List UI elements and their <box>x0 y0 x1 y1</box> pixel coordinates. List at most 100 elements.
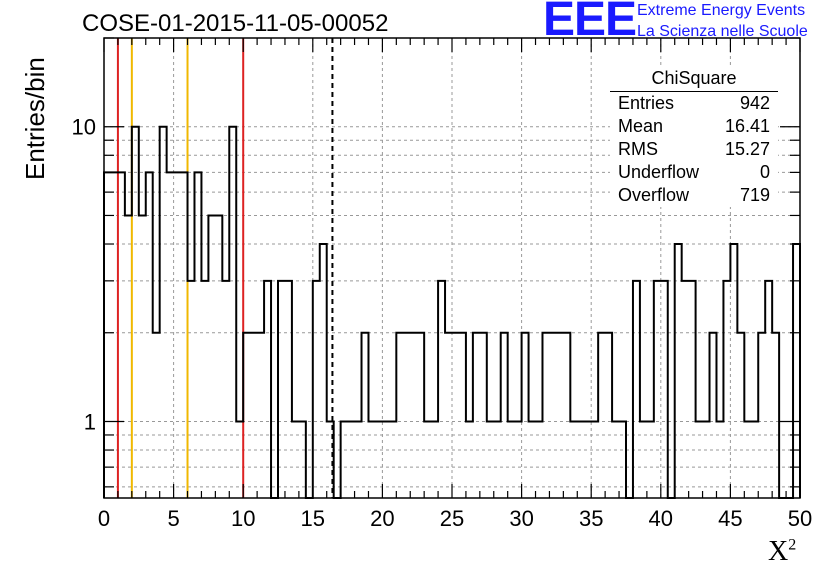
histogram-bin <box>188 281 195 498</box>
histogram-bin <box>348 421 355 498</box>
histogram-bin <box>703 421 710 498</box>
histogram-bin <box>153 333 160 498</box>
histogram-bin <box>501 333 508 498</box>
histogram-bin <box>215 215 222 498</box>
histogram-bin <box>716 421 723 498</box>
histogram-bin <box>278 281 285 498</box>
histogram-bin <box>313 281 320 498</box>
stats-row-mean: Mean 16.41 <box>610 115 778 138</box>
histogram-bin <box>765 281 772 498</box>
histogram-bin <box>737 333 744 498</box>
stats-value: 16.41 <box>724 116 770 136</box>
x-tick-label: 35 <box>579 506 603 531</box>
histogram-bin <box>424 421 431 498</box>
histogram-bin <box>382 421 389 498</box>
histogram-bin <box>208 215 215 498</box>
histogram-bin <box>570 421 577 498</box>
histogram-bin <box>612 421 619 498</box>
histogram-bin <box>647 421 654 498</box>
histogram-bin <box>132 127 139 498</box>
histogram-bin <box>445 333 452 498</box>
histogram-bin <box>793 244 800 498</box>
histogram-bin <box>619 421 626 498</box>
histogram-bin <box>723 281 730 498</box>
histogram-bin <box>661 281 668 498</box>
histogram-bin <box>181 172 188 498</box>
histogram-bin <box>598 333 605 498</box>
histogram-bin <box>375 421 382 498</box>
x-tick-label: 15 <box>301 506 325 531</box>
histogram-bin <box>125 215 132 498</box>
histogram-bin <box>640 421 647 498</box>
logo-subtitle-1: Extreme Energy Events <box>637 2 806 19</box>
stats-label: RMS <box>618 139 658 159</box>
histogram-bin <box>710 333 717 498</box>
histogram-bin <box>299 421 306 498</box>
x-tick-label: 40 <box>649 506 673 531</box>
histogram-bin <box>167 172 174 498</box>
stats-box: ChiSquare Entries 942 Mean 16.41 RMS 15.… <box>610 68 778 207</box>
histogram-bin <box>549 333 556 498</box>
histogram-bin <box>236 421 243 498</box>
histogram-bin <box>389 421 396 498</box>
histogram-bin <box>556 333 563 498</box>
stats-value: 0 <box>759 162 770 182</box>
histogram-bin <box>633 281 640 498</box>
histogram-bin <box>222 281 229 498</box>
x-tick-label: 25 <box>440 506 464 531</box>
x-axis-label: X2 <box>768 536 796 568</box>
stats-value: 942 <box>739 93 770 113</box>
histogram-bin <box>264 281 271 498</box>
logo-subtitle-2: La Scienza nelle Scuole <box>637 23 808 40</box>
histogram-bin <box>689 281 696 498</box>
eee-logo: EEE <box>543 0 637 46</box>
x-tick-label: 50 <box>788 506 812 531</box>
histogram-bin <box>243 333 250 498</box>
stats-label: Mean <box>618 116 664 136</box>
tick-layer: 0 5 10 15 20 25 30 35 40 45 50 1 10 <box>72 37 812 531</box>
stats-value: 15.27 <box>724 139 770 159</box>
histogram-bin <box>292 421 299 498</box>
histogram-bin <box>146 172 153 498</box>
histogram-bin <box>508 421 515 498</box>
histogram-bin <box>751 421 758 498</box>
x-tick-label: 5 <box>167 506 179 531</box>
histogram-bin <box>250 333 257 498</box>
histogram-bin <box>654 281 661 498</box>
stats-value: 719 <box>739 185 770 205</box>
histogram-bin <box>118 172 125 498</box>
histogram-bin <box>466 421 473 498</box>
histogram-bin <box>320 244 327 498</box>
histogram-bin <box>758 333 765 498</box>
stats-label: Underflow <box>618 162 700 182</box>
stats-row-entries: Entries 942 <box>610 92 778 115</box>
histogram-bin <box>591 421 598 498</box>
y-axis-label: Entries/bin <box>20 57 50 180</box>
x-axis-label-text: X <box>768 536 789 567</box>
histogram-bin <box>480 333 487 498</box>
histogram-bin <box>675 244 682 498</box>
histogram-bin <box>522 333 529 498</box>
histogram-bin <box>341 421 348 498</box>
histogram-bin <box>542 333 549 498</box>
histogram-bin <box>772 333 779 498</box>
histogram-bin <box>160 127 167 498</box>
histogram-bin <box>355 421 362 498</box>
y-tick-label: 10 <box>72 115 96 140</box>
histogram-bin <box>368 421 375 498</box>
histogram-bin <box>194 172 201 498</box>
histogram-bin <box>459 333 466 498</box>
x-tick-label: 20 <box>370 506 394 531</box>
x-tick-label: 45 <box>718 506 742 531</box>
histogram-bin <box>563 333 570 498</box>
histogram-bin <box>431 421 438 498</box>
histogram-bin <box>362 333 369 498</box>
histogram-bin <box>104 172 111 498</box>
histogram-bin <box>174 172 181 498</box>
histogram-bin <box>584 421 591 498</box>
histogram-bin <box>111 172 118 498</box>
y-tick-label: 1 <box>84 409 96 434</box>
histogram-bin <box>201 281 208 498</box>
histogram-bin <box>417 333 424 498</box>
